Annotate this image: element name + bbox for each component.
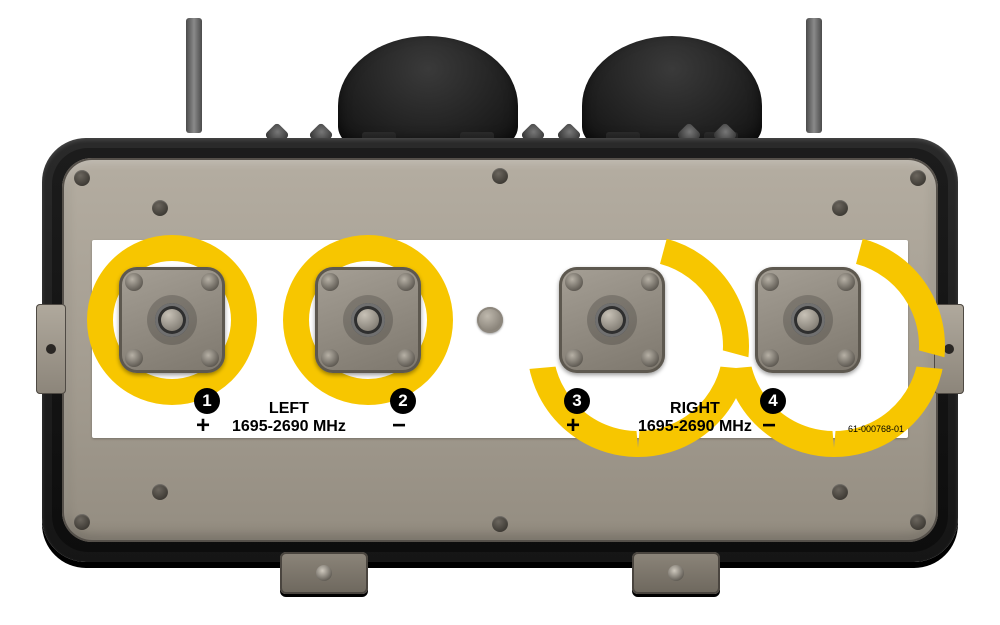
mount-foot-2 — [632, 552, 720, 594]
center-stud — [477, 307, 503, 333]
plate-screw-6 — [910, 514, 926, 530]
side-tab-left — [36, 304, 66, 394]
top-post-2 — [806, 18, 822, 133]
rf-connector-2 — [315, 267, 421, 373]
connector-bolt — [397, 349, 415, 367]
plate-screw-9 — [152, 484, 168, 500]
plate-screw-4 — [74, 514, 90, 530]
port-polarity-2: − — [392, 414, 406, 438]
caption-left: LEFT 1695-2690 MHz — [232, 400, 346, 436]
top-antenna-1 — [338, 36, 518, 146]
plate-screw-2 — [492, 168, 508, 184]
rf-connector-3 — [559, 267, 665, 373]
rf-connector-1 — [119, 267, 225, 373]
side-tab-hole — [944, 344, 954, 354]
connector-bolt — [321, 349, 339, 367]
top-antenna-2 — [582, 36, 762, 146]
connector-bolt — [125, 349, 143, 367]
plate-screw-8 — [832, 200, 848, 216]
connector-bolt — [761, 349, 779, 367]
port-polarity-1: + — [196, 414, 210, 438]
connector-bolt — [641, 349, 659, 367]
plate-screw-5 — [492, 516, 508, 532]
connector-bolt — [837, 273, 855, 291]
caption-right: RIGHT 1695-2690 MHz — [638, 400, 752, 436]
connector-bolt — [201, 349, 219, 367]
side-tab-hole — [46, 344, 56, 354]
plate-screw-10 — [832, 484, 848, 500]
port-polarity-3: + — [566, 414, 580, 438]
plate-screw-1 — [74, 170, 90, 186]
connector-bolt — [321, 273, 339, 291]
rf-connector-4 — [755, 267, 861, 373]
mount-foot-1 — [280, 552, 368, 594]
connector-bolt — [565, 349, 583, 367]
connector-bolt — [125, 273, 143, 291]
top-post-1 — [186, 18, 202, 133]
plate-screw-3 — [910, 170, 926, 186]
port-badge-1: 1 — [194, 388, 220, 414]
port-badge-3: 3 — [564, 388, 590, 414]
plate-screw-7 — [152, 200, 168, 216]
connector-bolt — [565, 273, 583, 291]
port-polarity-4: − — [762, 414, 776, 438]
port-badge-4: 4 — [760, 388, 786, 414]
connector-bolt — [397, 273, 415, 291]
port-badge-2: 2 — [390, 388, 416, 414]
connector-bolt — [761, 273, 779, 291]
part-number: 61-000768-01 — [848, 425, 904, 434]
connector-bolt — [641, 273, 659, 291]
connector-bolt — [837, 349, 855, 367]
connector-bolt — [201, 273, 219, 291]
device-diagram: 1+2−3+4−LEFT 1695-2690 MHzRIGHT 1695-269… — [0, 0, 1000, 625]
